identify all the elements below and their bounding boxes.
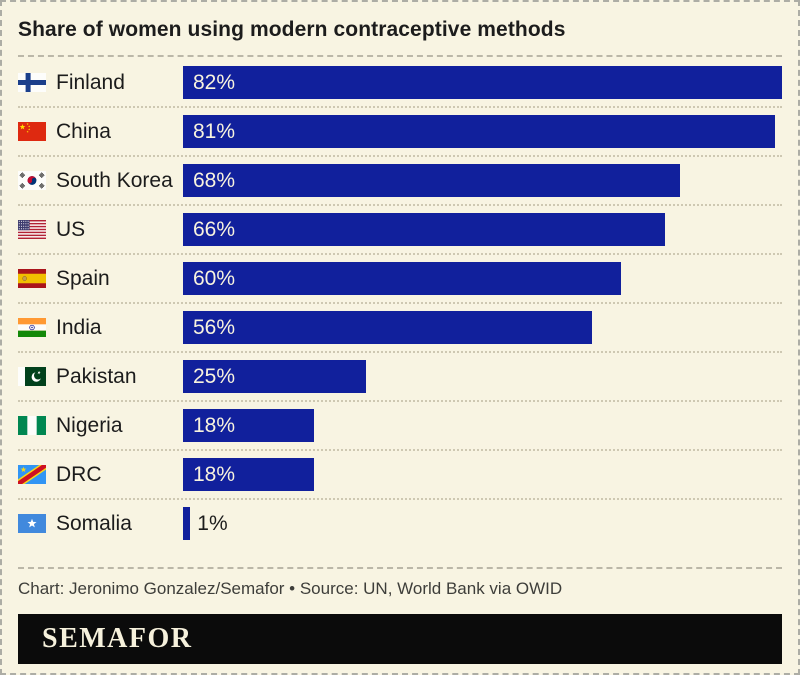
title-separator [18, 55, 782, 57]
bar-track: 18% [183, 458, 782, 491]
country-label: China [56, 119, 111, 143]
flag-us-icon [18, 220, 46, 239]
bar-track: 1% [183, 507, 782, 540]
flag-finland-icon [18, 73, 46, 92]
chart-row: India 56% [18, 302, 782, 351]
semafor-logo: SEMAFOR [42, 623, 193, 654]
value-label: 66% [193, 217, 236, 241]
bar: 18% [183, 458, 315, 491]
chart-title: Share of women using modern contraceptiv… [18, 18, 566, 41]
value-label: 82% [193, 70, 236, 94]
chart-row: Nigeria 18% [18, 400, 782, 449]
credit-text: Chart: Jeronimo Gonzalez/Semafor • Sourc… [18, 579, 563, 598]
country-label: Spain [56, 266, 110, 290]
semafor-logo-bar: SEMAFOR [18, 614, 782, 664]
chart-rows: Finland 82% China 81% South Korea 68% US 66% Spa… [18, 57, 782, 549]
country-label: South Korea [56, 168, 173, 192]
value-label: 68% [193, 168, 236, 192]
flag-somalia-icon [18, 514, 46, 533]
bar: 56% [183, 311, 593, 344]
country-label: Nigeria [56, 413, 123, 437]
value-label: 60% [193, 266, 236, 290]
chart-row: Pakistan 25% [18, 351, 782, 400]
country-label: Somalia [56, 511, 132, 535]
flag-spain-icon [18, 269, 46, 288]
bar: 66% [183, 213, 666, 246]
value-label: 25% [193, 364, 236, 388]
flag-pakistan-icon [18, 367, 46, 386]
bar: 25% [183, 360, 366, 393]
value-label: 18% [193, 462, 236, 486]
country-label: Pakistan [56, 364, 137, 388]
bar-track: 66% [183, 213, 782, 246]
flag-china-icon [18, 122, 46, 141]
chart-row: US 66% [18, 204, 782, 253]
value-label: 18% [193, 413, 236, 437]
bar-track: 68% [183, 164, 782, 197]
chart-row: China 81% [18, 106, 782, 155]
footer-separator [18, 567, 782, 569]
flag-india-icon [18, 318, 46, 337]
chart-row: Finland 82% [18, 59, 782, 106]
value-label: 56% [193, 315, 236, 339]
bar-track: 56% [183, 311, 782, 344]
bar-track: 82% [183, 66, 782, 99]
chart-row: Spain 60% [18, 253, 782, 302]
country-label: India [56, 315, 102, 339]
bar: 18% [183, 409, 315, 442]
chart-row: DRC 18% [18, 449, 782, 498]
flag-south-korea-icon [18, 171, 46, 190]
value-label: 81% [193, 119, 236, 143]
flag-nigeria-icon [18, 416, 46, 435]
bar-track: 18% [183, 409, 782, 442]
bar-track: 25% [183, 360, 782, 393]
country-label: Finland [56, 70, 125, 94]
bar: 68% [183, 164, 680, 197]
bar: 82% [183, 66, 782, 99]
bar: 60% [183, 262, 622, 295]
country-label: US [56, 217, 86, 241]
country-label: DRC [56, 462, 102, 486]
value-label: 1% [197, 511, 228, 535]
chart-row: Somalia 1% [18, 498, 782, 547]
bar-track: 81% [183, 115, 782, 148]
bar: 81% [183, 115, 775, 148]
chart-row: South Korea 68% [18, 155, 782, 204]
flag-drc-icon [18, 465, 46, 484]
bar [183, 507, 191, 540]
bar-track: 60% [183, 262, 782, 295]
